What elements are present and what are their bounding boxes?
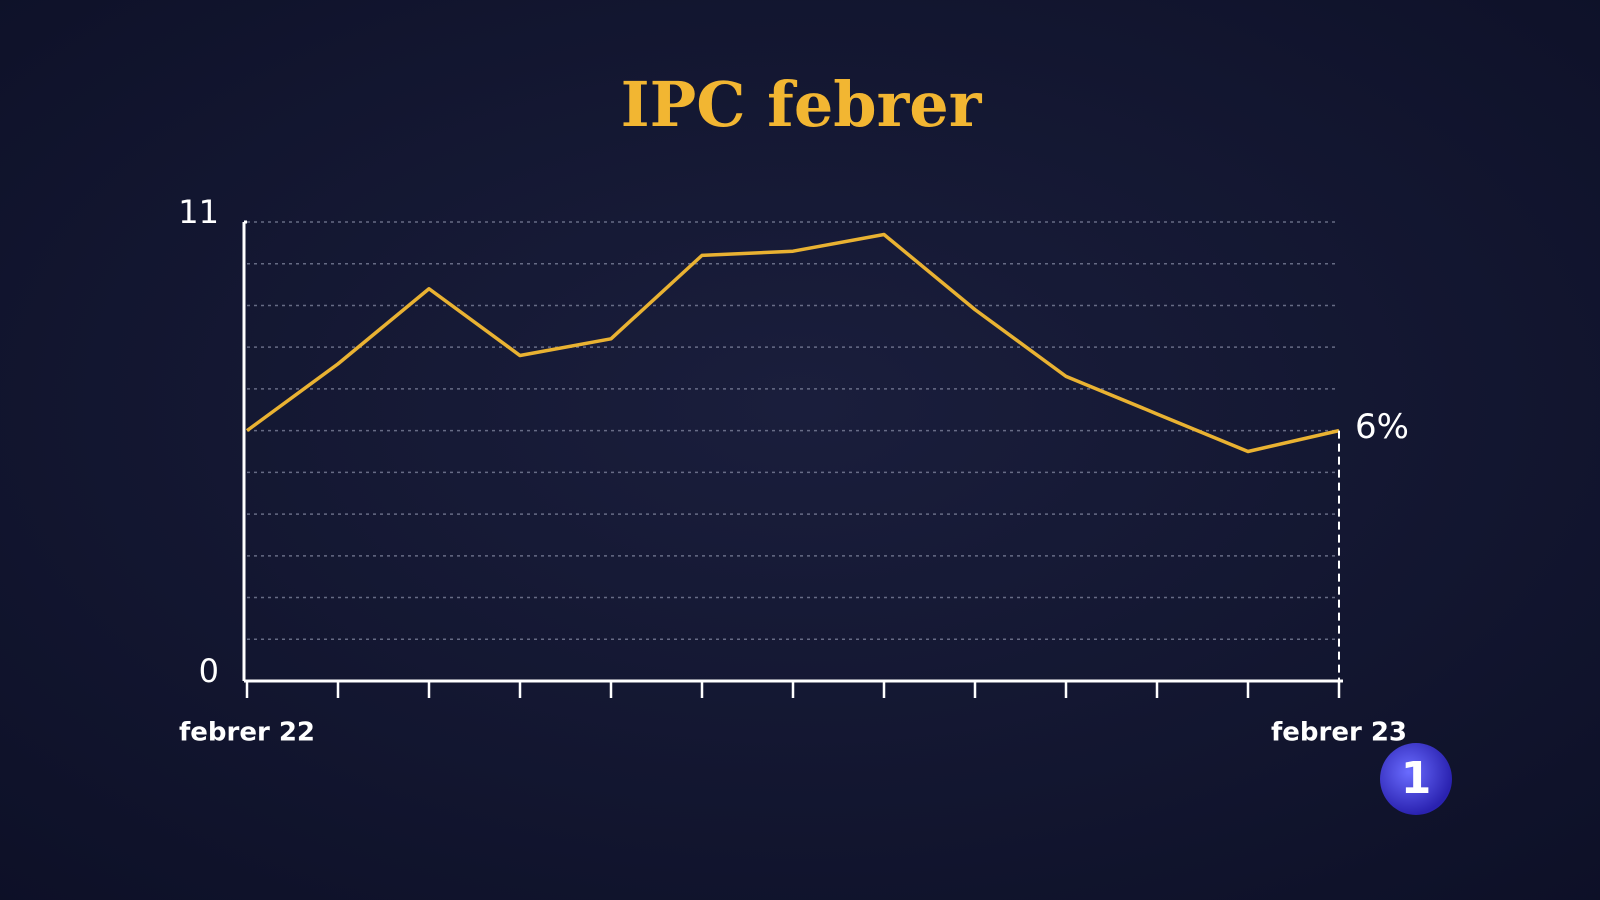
- chart-title: IPC febrer: [621, 68, 983, 141]
- value-label: 6%: [1355, 407, 1409, 447]
- channel-logo-badge: [1380, 743, 1452, 815]
- x-tick-label: febrer 23: [1271, 718, 1407, 748]
- series-line: [245, 232, 1340, 454]
- y-tick-label: 0: [199, 652, 219, 690]
- x-tick-label: febrer 22: [179, 718, 315, 748]
- channel-logo: 1: [1401, 753, 1432, 804]
- y-tick-label: 11: [178, 193, 219, 231]
